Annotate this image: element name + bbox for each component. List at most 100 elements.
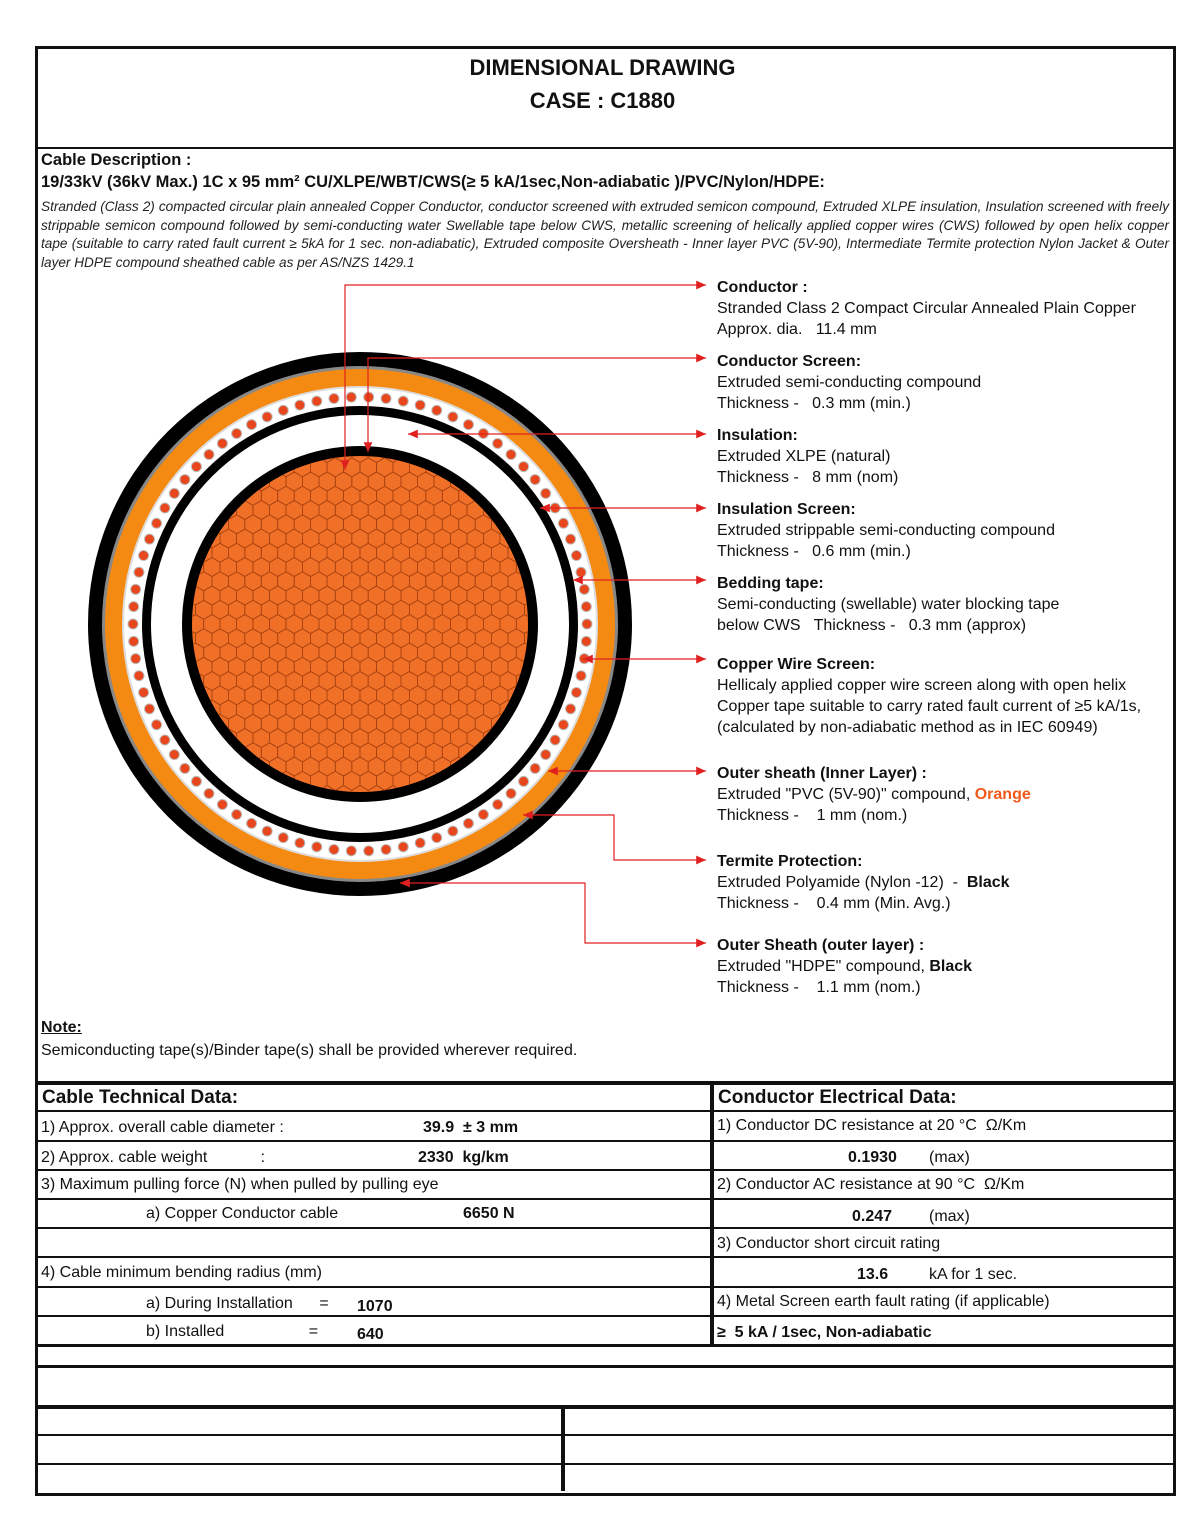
layer-detail: Thickness - 8 mm (nom): [717, 469, 899, 486]
layer-title: Insulation Screen:: [717, 501, 856, 518]
copper-wire: [128, 601, 140, 613]
layer-detail: Extruded strippable semi-conducting comp…: [717, 522, 1055, 539]
emphasis: Black: [929, 958, 973, 975]
copper-wire: [529, 474, 541, 486]
copper-wire: [138, 550, 150, 562]
copper-wire: [203, 449, 215, 461]
document-title: DIMENSIONAL DRAWING: [469, 55, 736, 80]
layer-label: Copper Wire Screen: Hellicaly applied cop…: [717, 654, 1141, 738]
copper-wire: [380, 844, 392, 856]
copper-wire: [363, 391, 375, 403]
emphasis: Black: [966, 874, 1010, 891]
copper-wire: [414, 399, 426, 411]
layer-title: Outer Sheath (outer layer) :: [717, 937, 925, 954]
copper-wire: [261, 825, 273, 837]
copper-wire: [575, 566, 587, 578]
copper-wire: [578, 583, 590, 595]
arrowhead-icon: [696, 280, 706, 290]
copper-wire: [159, 502, 171, 514]
layer-detail: Extruded "PVC (5V-90)" compound, Orange: [717, 786, 1031, 803]
copper-wire: [277, 832, 289, 844]
strand: [524, 599, 528, 620]
copper-wire: [294, 837, 306, 849]
arrowhead-icon: [523, 810, 533, 820]
copper-wire: [414, 837, 426, 849]
layer-label: Conductor : Stranded Class 2 Compact Circ…: [717, 277, 1136, 340]
footer-divider: [561, 1407, 565, 1491]
arrowhead-icon: [400, 878, 410, 888]
copper-wire: [462, 817, 474, 829]
copper-wire: [549, 734, 561, 746]
electrical-heading: Conductor Electrical Data:: [718, 1087, 957, 1108]
copper-wire: [311, 841, 323, 853]
layer-detail: Extruded XLPE (natural): [717, 448, 891, 465]
diameter-label: 1) Approx. overall cable diameter :: [41, 1119, 284, 1136]
layer-label: Insulation: Extruded XLPE (natural) Thickn…: [717, 425, 898, 488]
copper-wire: [143, 703, 155, 715]
dc-label: 1) Conductor DC resistance at 20 °C Ω/Km: [717, 1117, 1027, 1134]
copper-wire: [231, 809, 243, 821]
arrowhead-icon: [696, 575, 706, 585]
copper-wire: [168, 749, 180, 761]
layer-title: Conductor :: [717, 279, 808, 296]
layer-detail: below CWS Thickness - 0.3 mm (approx): [717, 617, 1027, 634]
technical-heading: Cable Technical Data:: [42, 1087, 239, 1108]
layer-label: Bedding tape: Semi-conducting (swellable)…: [717, 573, 1059, 636]
copper-wire: [580, 635, 592, 647]
layer-title: Insulation:: [717, 427, 798, 444]
layer-title: Copper Wire Screen:: [717, 656, 876, 673]
copper-wire: [462, 419, 474, 431]
sc-unit: kA for 1 sec.: [929, 1266, 1018, 1283]
note-heading: Note:: [41, 1019, 82, 1036]
note-text: Semiconducting tape(s)/Binder tape(s) sh…: [41, 1042, 578, 1059]
divider: [38, 147, 1173, 149]
dc-unit: (max): [929, 1149, 970, 1166]
copper-wire: [492, 799, 504, 811]
arrowhead-icon: [696, 654, 706, 664]
arrowhead-icon: [696, 353, 706, 363]
copper-wire: [345, 391, 357, 403]
layer-label: Termite Protection: Extruded Polyamide (N…: [717, 851, 1010, 914]
layer-label: Conductor Screen: Extruded semi-conductin…: [717, 351, 981, 414]
copper-wire: [477, 809, 489, 821]
copper-wire: [557, 719, 569, 731]
copper-wire: [151, 719, 163, 731]
arrowhead-icon: [340, 460, 350, 470]
arrowhead-icon: [583, 654, 593, 664]
copper-wire: [190, 775, 202, 787]
description-heading: Cable Description :: [41, 151, 192, 169]
installed-value: 640: [357, 1326, 384, 1343]
screen-value: ≥ 5 kA / 1sec, Non-adiabatic: [717, 1324, 932, 1341]
install-value: 1070: [357, 1298, 393, 1315]
layer-detail: Thickness - 1 mm (nom.): [717, 807, 908, 824]
arrowhead-icon: [696, 855, 706, 865]
arrowhead-icon: [573, 575, 583, 585]
layer-detail: Thickness - 0.6 mm (min.): [717, 543, 911, 560]
copper-wire: [540, 487, 552, 499]
copper-wire: [138, 686, 150, 698]
ac-label: 2) Conductor AC resistance at 90 °C Ω/Km: [717, 1176, 1025, 1193]
copper-wire: [505, 449, 517, 461]
ac-value: 0.247: [852, 1208, 893, 1225]
emphasis: Orange: [974, 786, 1031, 803]
pulling-label: 3) Maximum pulling force (N) when pulled…: [41, 1176, 439, 1193]
copper-wire: [380, 392, 392, 404]
layer-detail: Extruded Polyamide (Nylon -12) - Black: [717, 874, 1010, 891]
copper-wire: [277, 404, 289, 416]
copper-wire: [231, 427, 243, 439]
copper-wire: [130, 583, 142, 595]
layer-title: Termite Protection:: [717, 853, 863, 870]
leader-line: [367, 357, 706, 452]
copper-wire: [565, 703, 577, 715]
layer-title: Bedding tape:: [717, 575, 824, 592]
diameter-value: 39.9 ± 3 mm: [423, 1119, 519, 1136]
pulling-value: 6650 N: [463, 1205, 515, 1222]
copper-wire: [529, 762, 541, 774]
copper-wire: [328, 392, 340, 404]
copper-wire: [143, 533, 155, 545]
layer-detail: Stranded Class 2 Compact Circular Anneal…: [717, 300, 1136, 317]
copper-wire: [133, 670, 145, 682]
conductor: [192, 456, 528, 792]
copper-wire: [190, 461, 202, 473]
